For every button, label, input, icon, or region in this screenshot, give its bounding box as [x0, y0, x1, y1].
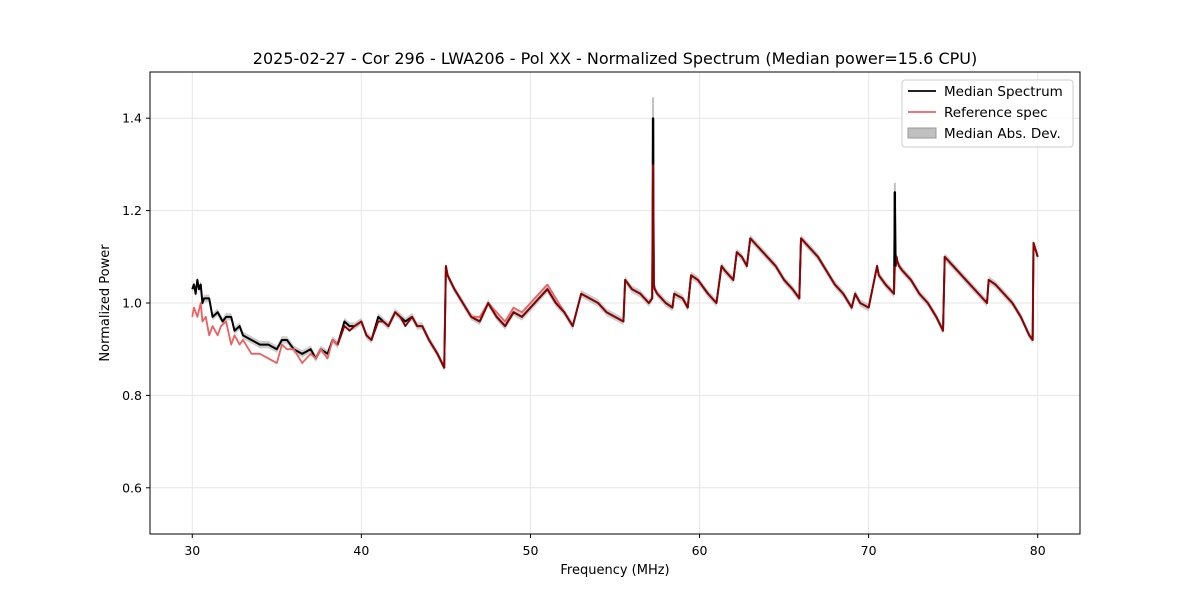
y-tick-label: 0.8: [122, 388, 142, 403]
x-tick-label: 30: [184, 543, 200, 558]
median-spectrum-line: [191, 117, 1039, 369]
mad-band-layer: [192, 97, 1038, 372]
x-tick-label: 40: [353, 543, 369, 558]
y-tick-label: 0.6: [122, 480, 142, 495]
x-tick-label: 60: [692, 543, 708, 558]
y-axis-label: Normalized Power: [98, 244, 113, 362]
y-tick-label: 1.4: [122, 111, 142, 126]
x-tick-label: 70: [861, 543, 877, 558]
chart-title: 2025-02-27 - Cor 296 - LWA206 - Pol XX -…: [253, 49, 977, 68]
x-axis-label: Frequency (MHz): [560, 563, 669, 578]
legend-label-median-abs-dev: Median Abs. Dev.: [944, 126, 1061, 142]
reference-spec-line: [191, 163, 1039, 369]
lines-layer: [191, 117, 1039, 369]
legend-swatch-median-abs-dev: [907, 127, 937, 139]
legend-box: [901, 79, 1074, 148]
legend: Median Spectrum Reference spec Median Ab…: [901, 79, 1074, 148]
overlap-line: [336, 163, 1039, 369]
x-tick-label: 80: [1030, 543, 1046, 558]
y-tick-label: 1.2: [122, 203, 142, 218]
mad-band: [192, 114, 1038, 372]
y-tick-label: 1.0: [122, 296, 142, 311]
ticks-layer: 30 40 50 60 70 80 0.6 0.8 1.0 1.2 1.4: [122, 111, 1046, 558]
x-tick-label: 50: [523, 543, 539, 558]
legend-label-median-spectrum: Median Spectrum: [944, 84, 1063, 100]
legend-label-reference-spec: Reference spec: [944, 105, 1048, 121]
